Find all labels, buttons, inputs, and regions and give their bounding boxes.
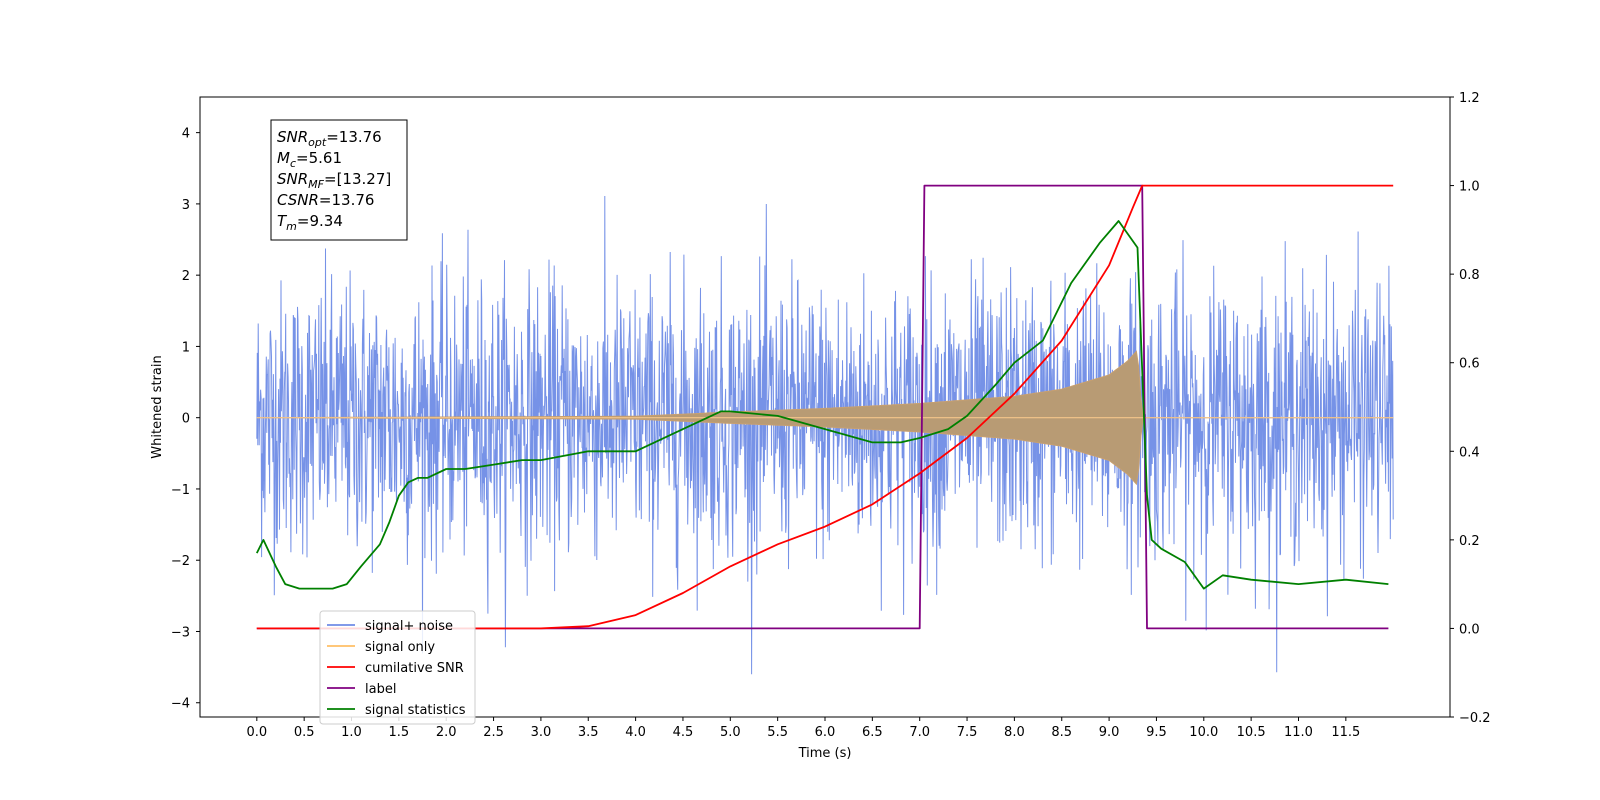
plot-data-layer xyxy=(255,184,1394,675)
x-tick-label: 1.5 xyxy=(389,725,410,740)
series-signal-noise-line xyxy=(256,195,1394,675)
y-left-tick-label: −4 xyxy=(171,697,190,712)
y-right-tick-label: 0.0 xyxy=(1459,622,1480,637)
y-right-tick-label: −0.2 xyxy=(1459,711,1491,726)
series-signal-statistics-line xyxy=(255,220,1389,590)
legend-entry-label: signal only xyxy=(365,640,435,655)
x-tick-label: 2.0 xyxy=(436,725,457,740)
x-tick-label: 8.5 xyxy=(1051,725,1072,740)
annotation-line: SNRopt=13.76 xyxy=(277,128,382,149)
annotation-line: CSNR=13.76 xyxy=(277,191,374,209)
x-tick-label: 5.0 xyxy=(720,725,741,740)
series-cumulative-snr-line xyxy=(256,184,1394,630)
x-tick-label: 3.5 xyxy=(578,725,599,740)
x-tick-label: 2.5 xyxy=(483,725,504,740)
x-tick-label: 8.0 xyxy=(1004,725,1025,740)
y-right-tick-label: 0.8 xyxy=(1459,268,1480,283)
x-tick-label: 0.0 xyxy=(246,725,267,740)
x-tick-label: 4.0 xyxy=(625,725,646,740)
x-tick-label: 5.5 xyxy=(767,725,788,740)
x-axis: 0.0 0.5 1.0 1.5 2.0 2.5 3.0 3.5 4.0 4.5 5.0 5.5 6.0 6… xyxy=(246,717,1360,740)
x-tick-label: 6.5 xyxy=(862,725,883,740)
x-tick-label: 9.0 xyxy=(1099,725,1120,740)
y-right-tick-label: 1.2 xyxy=(1459,91,1480,106)
y-axis-right: 1.2 1.0 0.8 0.6 0.4 0.2 0.0 −0.2 xyxy=(1450,91,1491,726)
y-left-tick-label: −1 xyxy=(171,483,190,498)
y-left-tick-label: 1 xyxy=(182,340,190,355)
x-tick-label: 11.5 xyxy=(1331,725,1360,740)
x-tick-label: 11.0 xyxy=(1284,725,1313,740)
x-axis-label: Time (s) xyxy=(798,746,852,761)
series-label-line xyxy=(256,184,1389,630)
x-tick-label: 9.5 xyxy=(1146,725,1167,740)
y-right-tick-label: 0.6 xyxy=(1459,357,1480,372)
x-tick-label: 0.5 xyxy=(294,725,315,740)
y-axis-left-label: Whitened strain xyxy=(150,355,165,458)
x-tick-label: 6.0 xyxy=(815,725,836,740)
x-tick-label: 3.0 xyxy=(531,725,552,740)
x-tick-label: 10.5 xyxy=(1237,725,1266,740)
legend: signal+ noise signal only cumilative SNR la… xyxy=(319,610,476,725)
y-left-tick-label: −3 xyxy=(171,625,190,640)
legend-entry-label: label xyxy=(365,682,396,697)
y-left-tick-label: 2 xyxy=(182,269,190,284)
annotation-line: Mc=5.61 xyxy=(277,149,342,170)
y-left-tick-label: 3 xyxy=(182,198,190,213)
y-left-tick-label: 0 xyxy=(182,412,190,427)
x-tick-label: 7.5 xyxy=(957,725,978,740)
y-axis-left: 4 3 2 1 0 −1 −2 −3 −4 xyxy=(171,127,200,712)
x-tick-label: 4.5 xyxy=(673,725,694,740)
y-right-tick-label: 1.0 xyxy=(1459,180,1480,195)
annotation-box: SNRopt=13.76Mc=5.61SNRMF=[13.27]CSNR=13.… xyxy=(270,119,408,241)
legend-frame xyxy=(319,610,476,725)
annotation-line: Tm=9.34 xyxy=(277,212,343,233)
x-tick-label: 1.0 xyxy=(341,725,362,740)
y-left-tick-label: 4 xyxy=(182,127,190,142)
x-tick-label: 10.0 xyxy=(1189,725,1218,740)
x-tick-label: 7.0 xyxy=(909,725,930,740)
legend-entry-label: signal+ noise xyxy=(365,619,453,634)
y-right-tick-label: 0.4 xyxy=(1459,445,1480,460)
y-left-tick-label: −2 xyxy=(171,554,190,569)
annotation-frame xyxy=(270,119,408,241)
y-right-tick-label: 0.2 xyxy=(1459,534,1480,549)
annotation-line: SNRMF=[13.27] xyxy=(277,170,391,191)
legend-entry-label: signal statistics xyxy=(365,703,466,718)
legend-entry-label: cumilative SNR xyxy=(365,661,464,676)
